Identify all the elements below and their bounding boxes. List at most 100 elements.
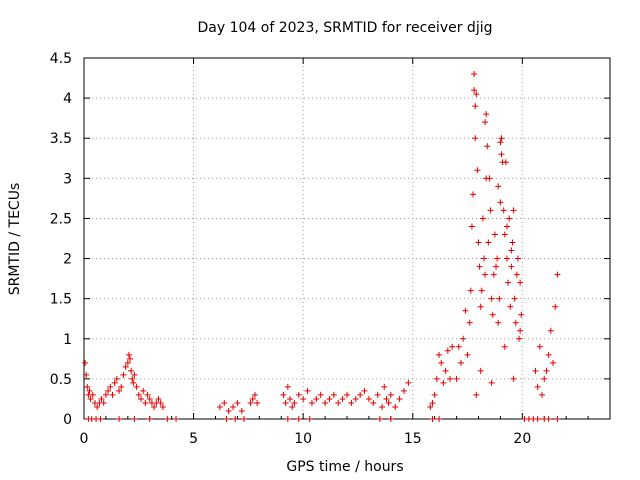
data-point xyxy=(131,371,138,378)
data-point xyxy=(471,71,478,78)
data-point xyxy=(554,416,561,422)
data-point xyxy=(133,383,140,390)
data-point xyxy=(234,399,241,406)
data-point xyxy=(477,367,484,374)
data-point xyxy=(477,303,484,310)
data-point xyxy=(223,416,230,422)
data-point xyxy=(370,399,377,406)
data-point xyxy=(131,416,138,422)
data-point xyxy=(146,416,153,422)
data-point xyxy=(468,223,475,230)
data-point xyxy=(554,271,561,278)
data-point xyxy=(484,143,491,150)
data-point xyxy=(497,139,504,146)
data-point xyxy=(83,371,90,378)
y-tick-label: 1 xyxy=(63,332,72,348)
data-point xyxy=(221,399,228,406)
data-point xyxy=(339,395,346,402)
data-point xyxy=(335,399,342,406)
data-point xyxy=(400,387,407,394)
data-point xyxy=(151,403,158,410)
data-point xyxy=(487,207,494,214)
data-point xyxy=(498,151,505,158)
data-point xyxy=(289,403,296,410)
data-point xyxy=(173,416,180,422)
data-point xyxy=(511,295,518,302)
data-point xyxy=(429,416,436,422)
data-points xyxy=(82,71,561,422)
data-point xyxy=(471,87,478,94)
data-point xyxy=(517,327,524,334)
data-point xyxy=(111,379,118,386)
data-point xyxy=(545,351,552,358)
data-point xyxy=(383,395,390,402)
y-tick-labels: 0 0.5 1 1.5 2 2.5 3 3.5 4 4.5 xyxy=(50,51,72,428)
x-tick-labels: 0 5 10 15 20 xyxy=(80,431,532,447)
data-point xyxy=(116,416,123,422)
data-point xyxy=(513,271,520,278)
data-point xyxy=(516,335,523,342)
data-point xyxy=(387,391,394,398)
data-point xyxy=(455,343,462,350)
data-point xyxy=(122,363,129,370)
data-point xyxy=(284,416,291,422)
data-point xyxy=(118,383,125,390)
data-point xyxy=(485,239,492,246)
data-point xyxy=(405,379,412,386)
y-tick-label: 0 xyxy=(63,412,72,428)
data-point xyxy=(502,159,509,166)
data-point xyxy=(503,223,510,230)
data-point xyxy=(125,351,132,358)
data-point xyxy=(494,255,501,262)
data-point xyxy=(508,263,515,270)
data-point xyxy=(510,207,517,214)
data-point xyxy=(509,239,516,246)
data-point xyxy=(116,387,123,394)
data-point xyxy=(282,399,289,406)
data-point xyxy=(240,416,247,422)
data-point xyxy=(488,379,495,386)
data-point xyxy=(427,403,434,410)
data-point xyxy=(453,375,460,382)
data-point xyxy=(98,395,105,402)
data-point xyxy=(251,391,258,398)
data-point xyxy=(550,359,557,366)
data-point xyxy=(385,399,392,406)
data-point xyxy=(480,255,487,262)
data-point xyxy=(498,135,505,142)
data-point xyxy=(517,279,524,286)
data-point xyxy=(508,247,515,254)
data-point xyxy=(532,367,539,374)
data-point xyxy=(440,379,447,386)
data-point xyxy=(159,403,166,410)
data-point xyxy=(387,416,394,422)
data-point xyxy=(142,399,149,406)
data-point xyxy=(474,167,481,174)
data-point xyxy=(304,387,311,394)
data-point xyxy=(536,343,543,350)
y-tick-label: 4 xyxy=(63,91,72,107)
data-point xyxy=(518,311,525,318)
data-point xyxy=(442,367,449,374)
data-point xyxy=(291,399,298,406)
data-point xyxy=(514,255,521,262)
y-tick-label: 2.5 xyxy=(50,211,72,227)
data-point xyxy=(225,407,232,414)
data-point xyxy=(374,391,381,398)
data-point xyxy=(475,239,482,246)
data-point xyxy=(507,303,514,310)
data-point xyxy=(467,287,474,294)
data-point xyxy=(129,375,136,382)
data-point xyxy=(534,416,541,422)
data-point xyxy=(433,375,440,382)
data-point xyxy=(230,403,237,410)
y-tick-label: 3 xyxy=(63,171,72,187)
data-point xyxy=(330,391,337,398)
data-point xyxy=(313,395,320,402)
data-point xyxy=(500,207,507,214)
x-axis-label: GPS time / hours xyxy=(286,459,403,475)
data-point xyxy=(472,135,479,142)
data-point xyxy=(102,391,109,398)
data-point xyxy=(249,395,256,402)
data-point xyxy=(124,359,131,366)
